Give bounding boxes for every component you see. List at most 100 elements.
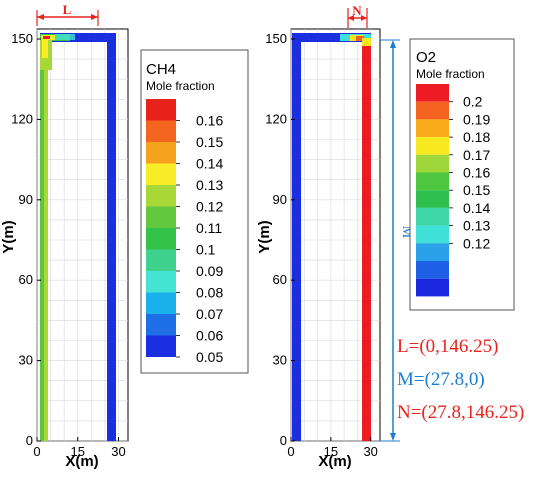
ch4-legend-title: CH4: [146, 61, 176, 78]
legend-level-label: 0.15: [463, 182, 490, 198]
legend-level-label: 0.14: [196, 156, 223, 172]
legend-level-label: 0.12: [463, 235, 490, 251]
legend-level-label: 0.07: [196, 306, 223, 322]
coord-m: M=(27.8,0): [397, 369, 485, 390]
ch4-corner-plume-core: [42, 40, 48, 58]
legend-level-label: 0.08: [196, 285, 223, 301]
ch4-x-axis-label: X(m): [65, 453, 98, 470]
coord-n: N=(27.8,146.25): [397, 402, 524, 423]
right-x-tick-label: 15: [324, 444, 338, 459]
left-x-tick-label: 0: [33, 444, 40, 459]
legend-swatch: [146, 228, 176, 250]
right-y-tick-label: 0: [280, 433, 287, 448]
o2-axis-ticks: 0 30 60 90 120 150 0 15 30: [265, 31, 378, 459]
legend-swatch: [146, 142, 176, 164]
legend-swatch: [146, 120, 176, 142]
left-y-tick-label: 60: [19, 272, 33, 287]
m-arrow-top: [390, 40, 396, 48]
legend-swatch: [416, 101, 449, 120]
right-y-tick-label: 120: [265, 111, 287, 126]
ch4-outlet-column: [107, 33, 116, 441]
o2-inlet-column: [292, 35, 301, 441]
legend-level-label: 0.12: [196, 199, 223, 215]
legend-swatch: [146, 271, 176, 293]
m-arrow-bottom: [390, 433, 396, 441]
legend-swatch: [416, 243, 449, 261]
legend-swatch: [146, 163, 176, 185]
right-x-tick-label: 30: [363, 444, 377, 459]
legend-level-label: 0.19: [463, 111, 490, 127]
legend-swatch: [416, 207, 449, 226]
o2-y-axis-label: Y(m): [256, 220, 273, 253]
legend-swatch: [146, 292, 176, 314]
left-y-tick-label: 90: [19, 192, 33, 207]
o2-legend: O2 Mole fraction 0.20.19 0.18 0.17 0.160.15…: [409, 38, 515, 311]
legend-level-label: 0.2: [463, 94, 483, 110]
right-y-tick-label: 90: [273, 192, 287, 207]
legend-level-label: 0.16: [463, 165, 490, 181]
n-arrow-left: [348, 15, 354, 21]
legend-swatch: [416, 261, 449, 279]
ch4-legend: CH4 Mole fraction 0.160.150.140.130.120.…: [140, 49, 249, 374]
ch4-top-channel: [40, 33, 116, 42]
ch4-legend-swatches: 0.16 0.15 0.14 0.13 0.12 0.11 0.1 0.09 0.08 0.07 0…: [146, 99, 223, 365]
o2-x-axis-label: X(m): [318, 453, 351, 470]
l-label: L: [63, 2, 72, 17]
ch4-y-axis-label: Y(m): [0, 220, 17, 253]
right-x-tick-label: 0: [287, 444, 294, 459]
left-y-tick-label: 150: [11, 31, 33, 46]
legend-level-label: 0.14: [463, 200, 490, 216]
legend-level-label: 0.13: [463, 218, 490, 234]
o2-corner-plume: [362, 38, 371, 46]
legend-level-label: 0.15: [196, 134, 223, 150]
ch4-plot: 0 30 60 90 120 150 0 15 30 X(m) Y(m) L: [0, 2, 129, 470]
legend-swatch: [416, 154, 449, 173]
n-arrow-right: [361, 15, 367, 21]
ch4-inlet-column-core: [44, 35, 48, 441]
left-x-tick-label: 15: [71, 444, 85, 459]
o2-top-channel: [292, 33, 371, 42]
legend-level-label: 0.09: [196, 263, 223, 279]
coord-l: L=(0,146.25): [397, 336, 498, 357]
legend-level-label: 0.1: [196, 242, 216, 258]
right-y-tick-label: 150: [265, 31, 287, 46]
left-y-tick-label: 120: [11, 111, 33, 126]
legend-level-label: 0.17: [463, 147, 490, 163]
left-y-tick-label: 30: [19, 353, 33, 368]
legend-swatch: [416, 119, 449, 138]
legend-level-label: 0.13: [196, 177, 223, 193]
legend-swatch: [146, 99, 176, 121]
o2-top-peak: [356, 36, 364, 41]
legend-level-label: 0.16: [196, 113, 223, 129]
ch4-top-fade: [55, 34, 75, 40]
o2-legend-subtitle: Mole fraction: [416, 67, 485, 81]
l-arrow-right: [91, 14, 98, 20]
legend-level-label: 0.06: [196, 328, 223, 344]
legend-swatch: [146, 335, 176, 357]
ch4-axis-ticks: 0 30 60 90 120 150 0 15 30: [11, 31, 125, 459]
n-label: N: [352, 3, 362, 18]
legend-swatch: [146, 206, 176, 228]
l-arrow-left: [37, 14, 44, 20]
legend-swatch: [416, 190, 449, 208]
right-y-tick-label: 30: [273, 353, 287, 368]
legend-swatch: [416, 137, 449, 155]
left-y-tick-label: 0: [26, 433, 33, 448]
legend-swatch: [416, 172, 449, 191]
right-y-tick-label: 60: [273, 272, 287, 287]
legend-level-label: 0.11: [196, 220, 222, 236]
legend-swatch: [146, 314, 176, 336]
o2-outlet-column: [362, 40, 371, 441]
ch4-top-peak: [43, 36, 50, 39]
left-x-tick-label: 30: [111, 444, 125, 459]
legend-swatch: [416, 225, 449, 244]
legend-level-label: 0.18: [463, 129, 490, 145]
legend-swatch: [146, 249, 176, 271]
legend-swatch: [416, 84, 449, 102]
ch4-legend-subtitle: Mole fraction: [146, 79, 215, 93]
o2-legend-title: O2: [416, 49, 436, 66]
legend-swatch: [146, 185, 176, 207]
legend-swatch: [416, 278, 449, 297]
